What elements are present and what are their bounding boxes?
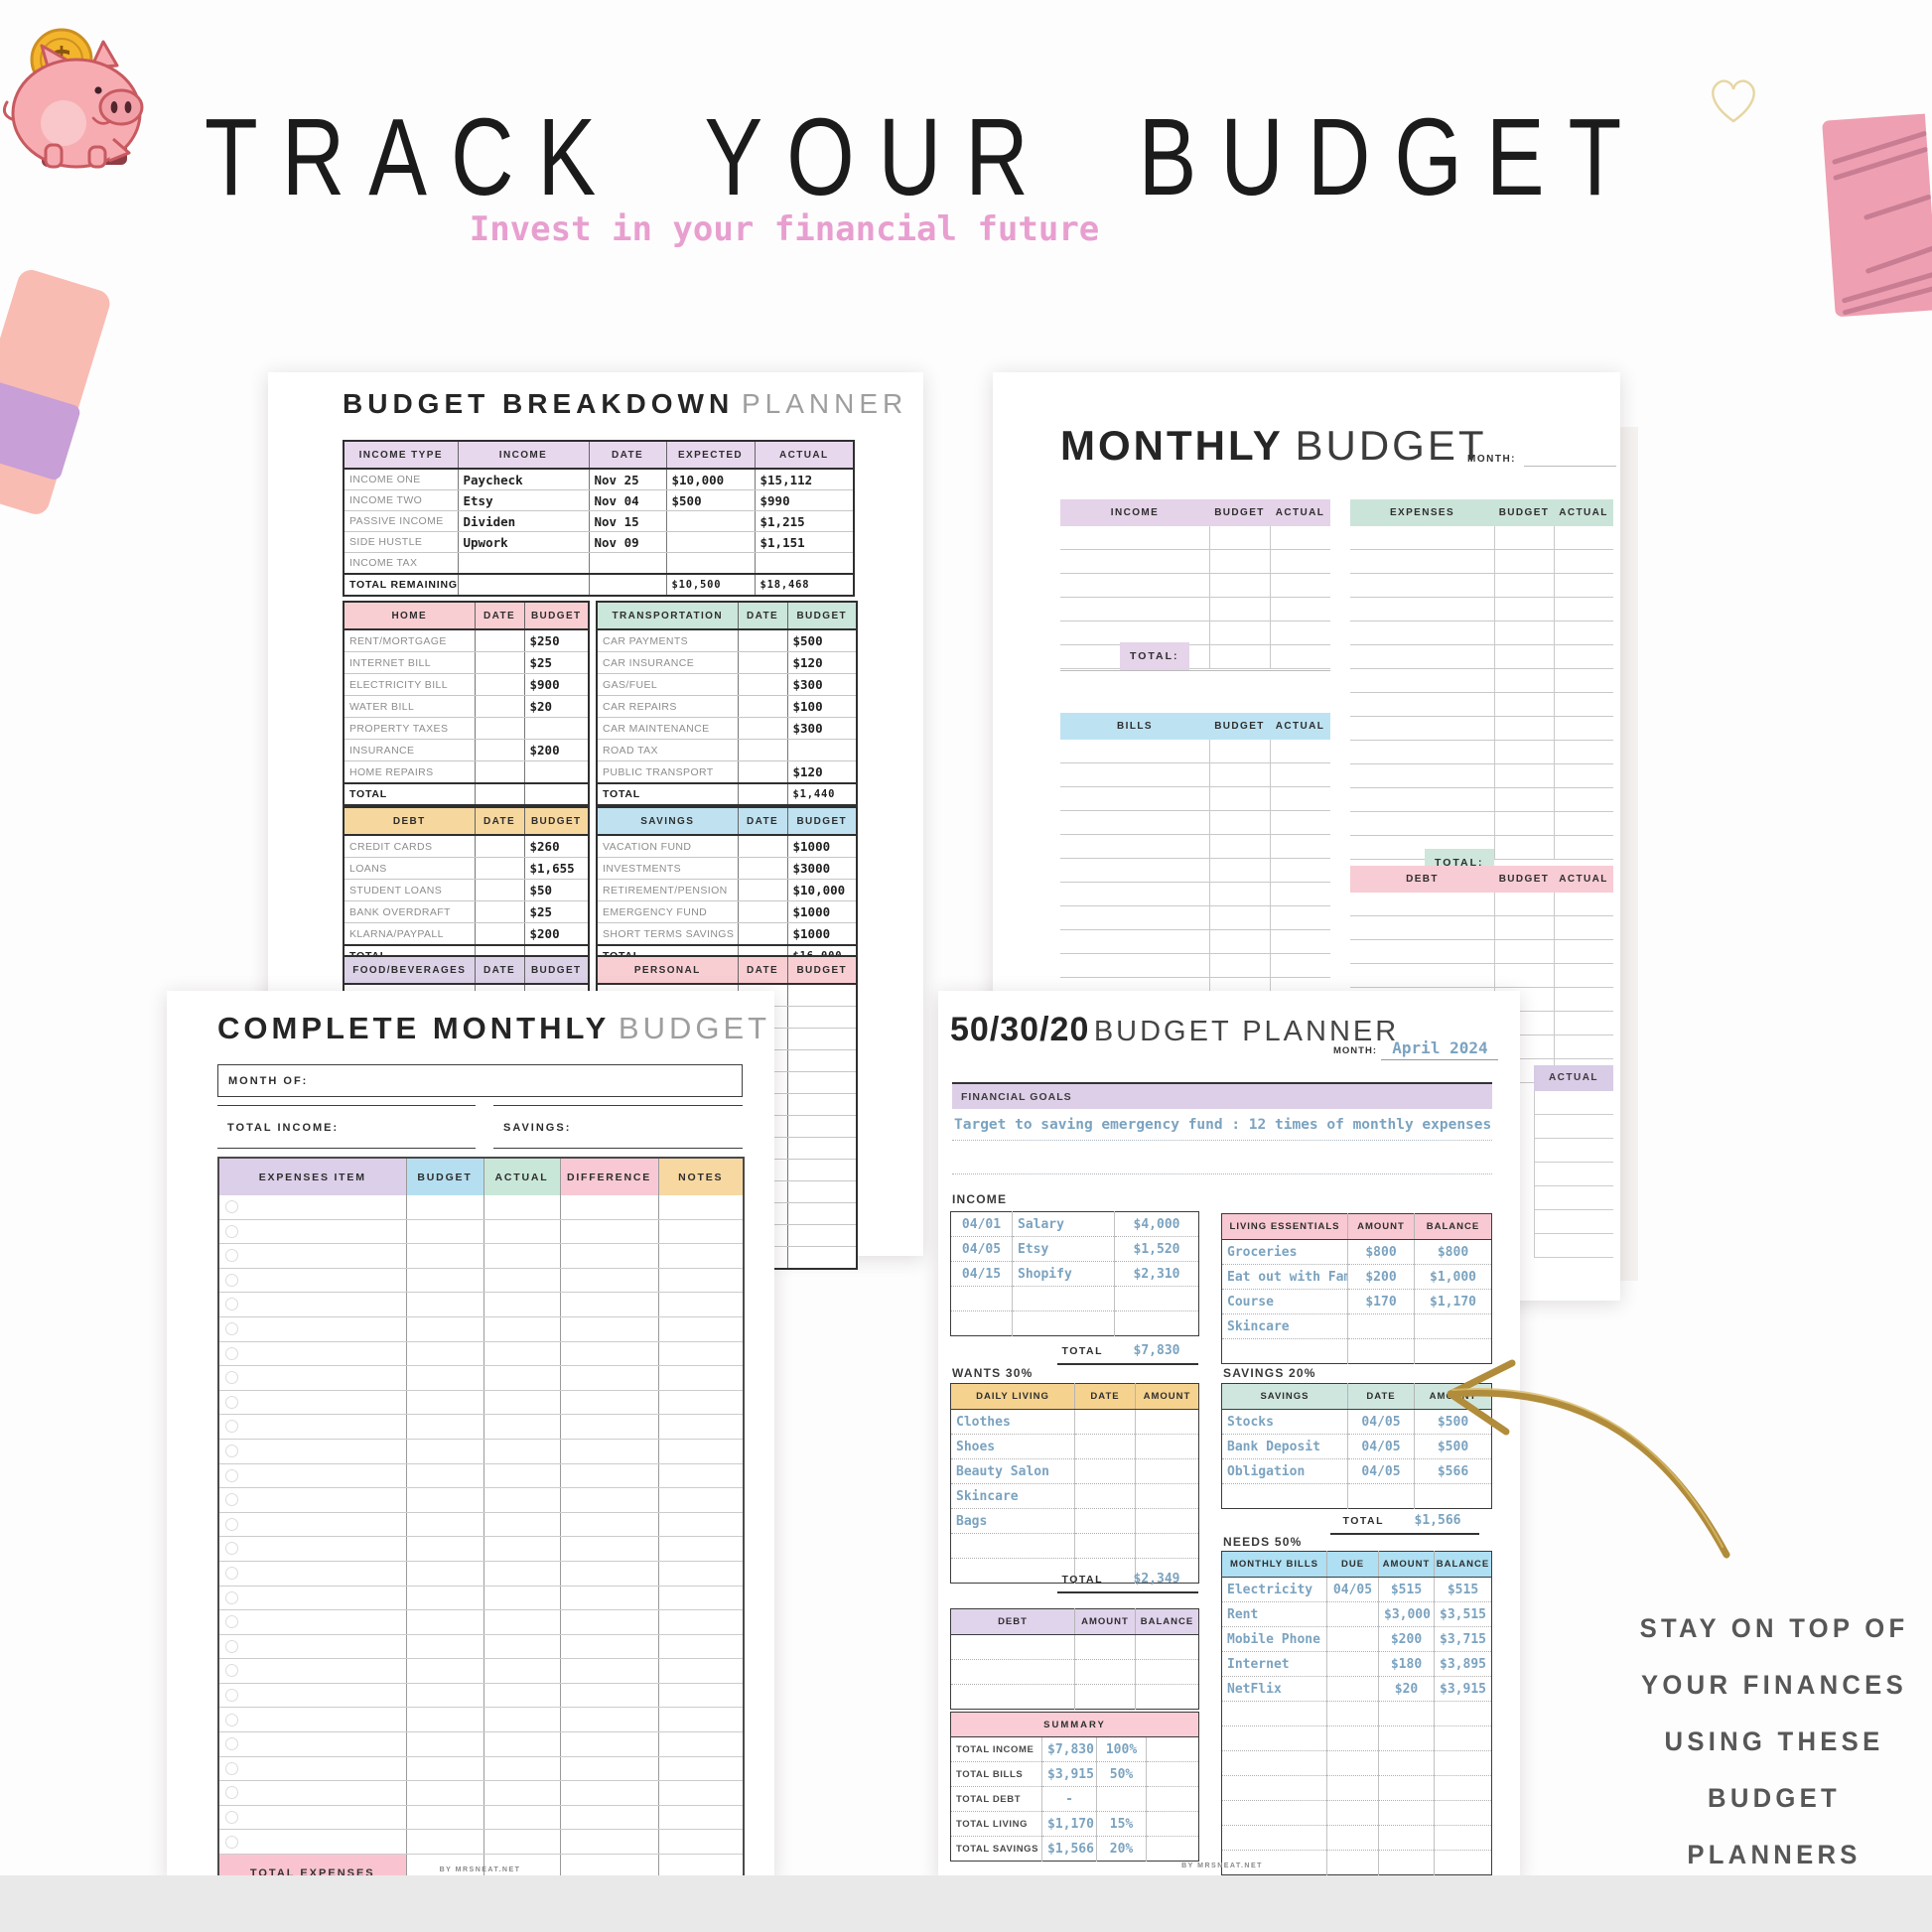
page-title: TRACK YOUR BUDGET xyxy=(205,96,1646,218)
savings-table: SAVINGS DATE BUDGET VACATION FUND $1000 INV… xyxy=(596,806,858,968)
footer-credit: BY MRSNEAT.NET xyxy=(1181,1863,1263,1869)
expenses-table: EXPENSES ITEM BUDGET ACTUAL DIFFERENCE N… xyxy=(217,1157,745,1894)
bottom-strip xyxy=(0,1875,1932,1932)
month-label: MONTH: xyxy=(1467,454,1516,465)
expenses-table: EXPENSES BUDGET ACTUAL xyxy=(1350,499,1613,860)
savings-table: SAVINGS DATE AMOUNT Stocks 04/05 $500 Bank D… xyxy=(1221,1383,1492,1509)
planner-title: 50/30/20 BUDGET PLANNER xyxy=(950,1011,1400,1048)
page-subtitle: Invest in your financial future xyxy=(469,209,1100,249)
total-income-field: TOTAL INCOME: xyxy=(217,1105,476,1149)
transportation-table: TRANSPORTATION DATE BUDGET CAR PAYMENTS $50… xyxy=(596,601,858,806)
planner-title: COMPLETE MONTHLY BUDGET xyxy=(217,1011,771,1045)
wants-section-label: WANTS 30% xyxy=(952,1366,1034,1380)
savings-total: TOTAL $1,566 xyxy=(1330,1508,1479,1535)
savings-section-label: SAVINGS 20% xyxy=(1223,1366,1316,1380)
month-line xyxy=(1524,466,1616,467)
needs-section-label: NEEDS 50% xyxy=(1223,1535,1303,1549)
eraser-icon xyxy=(0,266,145,547)
goal-text: Target to saving emergency fund : 12 tim… xyxy=(954,1117,1492,1133)
gold-arrow-icon xyxy=(1447,1359,1730,1559)
income-table: INCOME TYPE INCOME DATE EXPECTED ACTUAL … xyxy=(343,440,855,597)
tagline: STAY ON TOP OF YOUR FINANCES USING THESE… xyxy=(1639,1613,1909,1869)
fifty-thirty-twenty-page: 50/30/20 BUDGET PLANNER MONTH: April 202… xyxy=(938,991,1520,1880)
stacked-page-edge xyxy=(1618,427,1638,1281)
wants-total: TOTAL $2,349 xyxy=(1057,1567,1198,1593)
debt-table: DEBT DATE BUDGET CREDIT CARDS $260 LOANS $1,… xyxy=(343,806,590,968)
home-table: HOME DATE BUDGET RENT/MORTGAGE $250 INTERNE… xyxy=(343,601,590,806)
income-total-chip: TOTAL: xyxy=(1120,642,1189,670)
planner-title: BUDGET BREAKDOWN PLANNER xyxy=(343,388,908,419)
monthly-bills-table: MONTHLY BILLS DUE AMOUNT BALANCE Electricit… xyxy=(1221,1551,1492,1875)
planner-title: MONTHLY BUDGET xyxy=(1060,422,1487,469)
complete-monthly-budget-page: COMPLETE MONTHLY BUDGET MONTH OF: TOTAL … xyxy=(167,991,774,1894)
month-of-field: MONTH OF: xyxy=(217,1064,743,1097)
income-table: 04/01 Salary $4,000 04/05 Etsy $1,520 04/15 S… xyxy=(950,1211,1199,1336)
savings-field: SAVINGS: xyxy=(493,1105,743,1149)
summary-table: SUMMARY TOTAL INCOME $7,830 100% TOTAL BIL… xyxy=(950,1712,1200,1862)
debt-table: DEBT AMOUNT BALANCE xyxy=(950,1608,1199,1710)
stacked-page-rows xyxy=(1534,1091,1613,1258)
heart-icon xyxy=(1712,79,1755,123)
living-essentials-table: LIVING ESSENTIALS AMOUNT BALANCE Groceries… xyxy=(1221,1213,1492,1364)
income-total: TOTAL $7,830 xyxy=(1057,1338,1198,1365)
piggy-bank-icon: $ xyxy=(2,28,144,169)
financial-goals-header: FINANCIAL GOALS xyxy=(952,1082,1492,1109)
month-field: MONTH: April 2024 xyxy=(1333,1038,1499,1060)
income-section-label: INCOME xyxy=(952,1192,1008,1206)
daily-living-table: DAILY LIVING DATE AMOUNT Clothes Shoes Bea… xyxy=(950,1383,1199,1584)
stacked-page-actual-header: ACTUAL xyxy=(1534,1065,1613,1091)
footer-credit: BY MRSNEAT.NET xyxy=(439,1866,521,1873)
income-table: INCOME BUDGET ACTUAL xyxy=(1060,499,1330,669)
notebook-icon xyxy=(1822,110,1932,317)
